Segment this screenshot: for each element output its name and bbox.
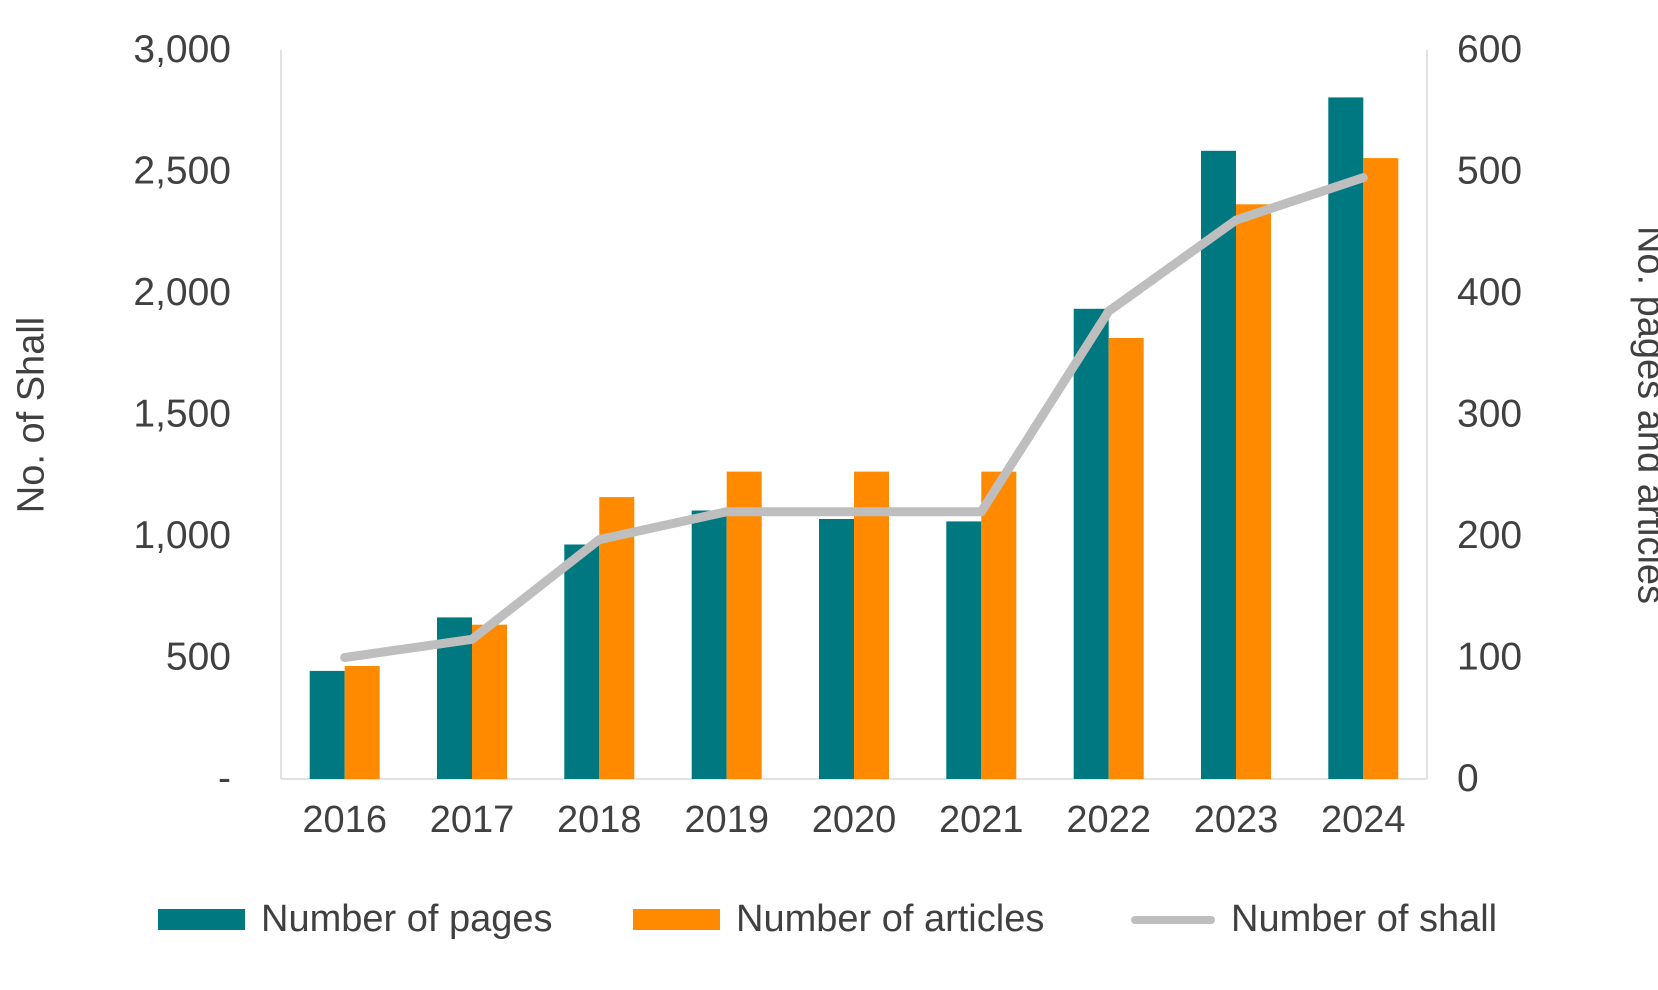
- svg-text:600: 600: [1457, 28, 1522, 71]
- svg-text:500: 500: [1457, 150, 1522, 193]
- svg-text:200: 200: [1457, 514, 1522, 557]
- svg-text:2,500: 2,500: [133, 150, 231, 193]
- svg-text:2019: 2019: [684, 799, 769, 841]
- svg-text:2016: 2016: [302, 799, 387, 841]
- svg-text:2018: 2018: [557, 799, 642, 841]
- svg-text:500: 500: [166, 636, 231, 679]
- svg-text:2017: 2017: [430, 799, 515, 841]
- svg-text:2,000: 2,000: [133, 271, 231, 314]
- svg-text:1,500: 1,500: [133, 393, 231, 436]
- svg-text:1,000: 1,000: [133, 514, 231, 557]
- svg-text:400: 400: [1457, 271, 1522, 314]
- svg-text:3,000: 3,000: [133, 28, 231, 71]
- svg-text:100: 100: [1457, 636, 1522, 679]
- svg-text:2023: 2023: [1194, 799, 1279, 841]
- svg-text:2020: 2020: [812, 799, 897, 841]
- svg-text:2021: 2021: [939, 799, 1024, 841]
- svg-text:2022: 2022: [1066, 799, 1151, 841]
- svg-text:300: 300: [1457, 393, 1522, 436]
- svg-text:2024: 2024: [1321, 799, 1406, 841]
- svg-text:-: -: [218, 757, 231, 800]
- svg-text:0: 0: [1457, 757, 1479, 800]
